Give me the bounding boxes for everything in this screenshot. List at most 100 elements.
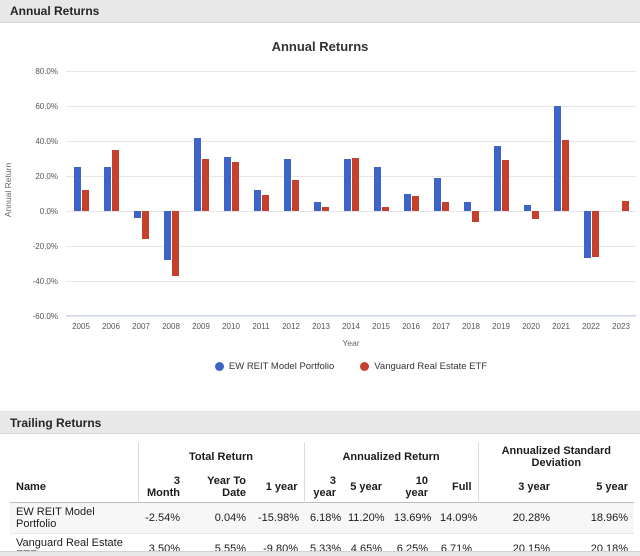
y-tick-label: -20.0%: [32, 242, 58, 251]
x-tick-label-2020: 2020: [522, 322, 540, 331]
y-tick-label: -60.0%: [32, 312, 58, 321]
bar-ew-reit-2006[interactable]: [103, 167, 111, 211]
row-value: 13.69%: [394, 512, 432, 524]
legend-marker-icon: [214, 362, 224, 371]
y-tick-label: 20.0%: [35, 172, 58, 181]
gridline-80.0%: [66, 71, 636, 72]
gridline--60.0%: [66, 316, 636, 317]
bar-ew-reit-2016[interactable]: [403, 193, 411, 211]
x-tick-label-2015: 2015: [372, 322, 390, 331]
column-header: Full: [451, 481, 472, 493]
column-header: 3 year: [477, 472, 557, 503]
gridline-20.0%: [66, 176, 636, 177]
legend-label: EW REIT Model Portfolio: [228, 361, 335, 372]
chart-title: Annual Returns: [271, 39, 369, 54]
row-value: 11.20%: [348, 512, 385, 524]
bar-vanguard-2005[interactable]: [81, 190, 89, 211]
row-value: 6.18%: [310, 512, 342, 524]
bar-ew-reit-2017[interactable]: [433, 177, 441, 211]
annual-returns-section-title: Annual Returns: [10, 4, 100, 18]
bar-vanguard-2019[interactable]: [501, 160, 509, 211]
bar-vanguard-2016[interactable]: [411, 196, 419, 211]
bar-vanguard-2009[interactable]: [201, 158, 209, 211]
bar-ew-reit-2021[interactable]: [553, 106, 561, 211]
row-name: EW REIT Model Portfolio: [16, 506, 95, 530]
bar-vanguard-2015[interactable]: [381, 206, 389, 211]
x-tick-label-2007: 2007: [132, 322, 150, 331]
chart-legend: EW REIT Model Portfolio Vanguard Real Est…: [66, 361, 636, 372]
x-tick-label-2022: 2022: [582, 322, 600, 331]
trailing-returns-section-bar: Trailing Returns: [0, 411, 640, 434]
x-tick-label-2023: 2023: [612, 322, 630, 331]
x-tick-label-2019: 2019: [492, 322, 510, 331]
plot-area: [66, 71, 636, 317]
x-tick-label-2011: 2011: [252, 322, 270, 331]
annual-returns-chart: Annual Returns Annual Return 80.0% 60.0% 4…: [0, 23, 640, 411]
bar-ew-reit-2022[interactable]: [583, 211, 591, 259]
bar-ew-reit-2015[interactable]: [373, 167, 381, 211]
column-header: Year To Date: [207, 475, 246, 499]
column-header: 3 Month: [137, 472, 186, 503]
y-tick-label: 40.0%: [35, 137, 58, 146]
bar-vanguard-2010[interactable]: [231, 162, 239, 211]
bar-ew-reit-2007[interactable]: [133, 211, 141, 218]
column-header: 5 year: [596, 481, 629, 493]
x-tick-label-2006: 2006: [102, 322, 120, 331]
bar-vanguard-2022[interactable]: [591, 211, 599, 257]
row-value: -2.54%: [145, 512, 180, 524]
table-row: EW REIT Model Portfolio -2.54% 0.04% -15.98…: [10, 502, 635, 534]
bar-ew-reit-2010[interactable]: [223, 156, 231, 211]
bar-ew-reit-2011[interactable]: [253, 190, 261, 211]
row-value: 20.28%: [512, 512, 551, 524]
bar-vanguard-2006[interactable]: [111, 149, 119, 211]
legend-item-vanguard[interactable]: Vanguard Real Estate ETF: [360, 361, 487, 372]
bar-ew-reit-2020[interactable]: [523, 204, 531, 211]
x-axis-title: Year: [342, 338, 360, 348]
trailing-returns-section-title: Trailing Returns: [10, 415, 102, 430]
column-group-spacer: [10, 442, 138, 472]
bar-ew-reit-2012[interactable]: [283, 158, 291, 211]
legend-label: Vanguard Real Estate ETF: [374, 361, 488, 372]
column-header: 3 year: [303, 472, 342, 503]
column-group-header: Total Return: [137, 442, 304, 472]
bar-vanguard-2020[interactable]: [531, 211, 539, 220]
bar-ew-reit-2008[interactable]: [163, 211, 171, 260]
bar-vanguard-2021[interactable]: [561, 140, 569, 211]
next-section-bar-edge: [0, 551, 640, 556]
y-tick-label: 80.0%: [35, 67, 58, 76]
bar-vanguard-2018[interactable]: [471, 211, 479, 222]
bar-ew-reit-2005[interactable]: [73, 167, 81, 211]
column-header: 1 year: [265, 481, 298, 493]
gridline--20.0%: [66, 246, 636, 247]
x-tick-label-2013: 2013: [312, 322, 330, 331]
x-tick-label-2016: 2016: [402, 322, 420, 331]
legend-marker-icon: [360, 362, 370, 371]
bar-vanguard-2017[interactable]: [441, 202, 449, 211]
y-tick-label: 60.0%: [35, 102, 58, 111]
bar-ew-reit-2019[interactable]: [493, 146, 501, 211]
bar-vanguard-2023[interactable]: [621, 201, 629, 211]
x-tick-label-2012: 2012: [282, 322, 300, 331]
bar-ew-reit-2018[interactable]: [463, 202, 471, 211]
bar-vanguard-2007[interactable]: [141, 211, 149, 239]
x-tick-label-2014: 2014: [342, 322, 360, 331]
annual-returns-section-bar: Annual Returns: [0, 0, 640, 23]
column-group-header: Annualized Standard Deviation: [477, 442, 635, 472]
bar-vanguard-2014[interactable]: [351, 157, 359, 211]
row-value: -15.98%: [258, 512, 299, 524]
gridline--40.0%: [66, 281, 636, 282]
bar-ew-reit-2014[interactable]: [343, 158, 351, 211]
column-group-header: Annualized Return: [303, 442, 479, 472]
row-value: 14.09%: [440, 512, 478, 524]
bar-ew-reit-2013[interactable]: [313, 202, 321, 211]
legend-item-ew-reit[interactable]: EW REIT Model Portfolio: [214, 361, 335, 372]
bar-ew-reit-2009[interactable]: [193, 137, 201, 211]
x-tick-label-2021: 2021: [552, 322, 570, 331]
row-value: 0.04%: [214, 512, 246, 524]
gridline-60.0%: [66, 106, 636, 107]
bar-vanguard-2013[interactable]: [321, 206, 329, 211]
bar-vanguard-2011[interactable]: [261, 195, 269, 211]
bar-vanguard-2008[interactable]: [171, 211, 179, 276]
column-header: 10 year: [405, 475, 428, 499]
bar-vanguard-2012[interactable]: [291, 179, 299, 211]
